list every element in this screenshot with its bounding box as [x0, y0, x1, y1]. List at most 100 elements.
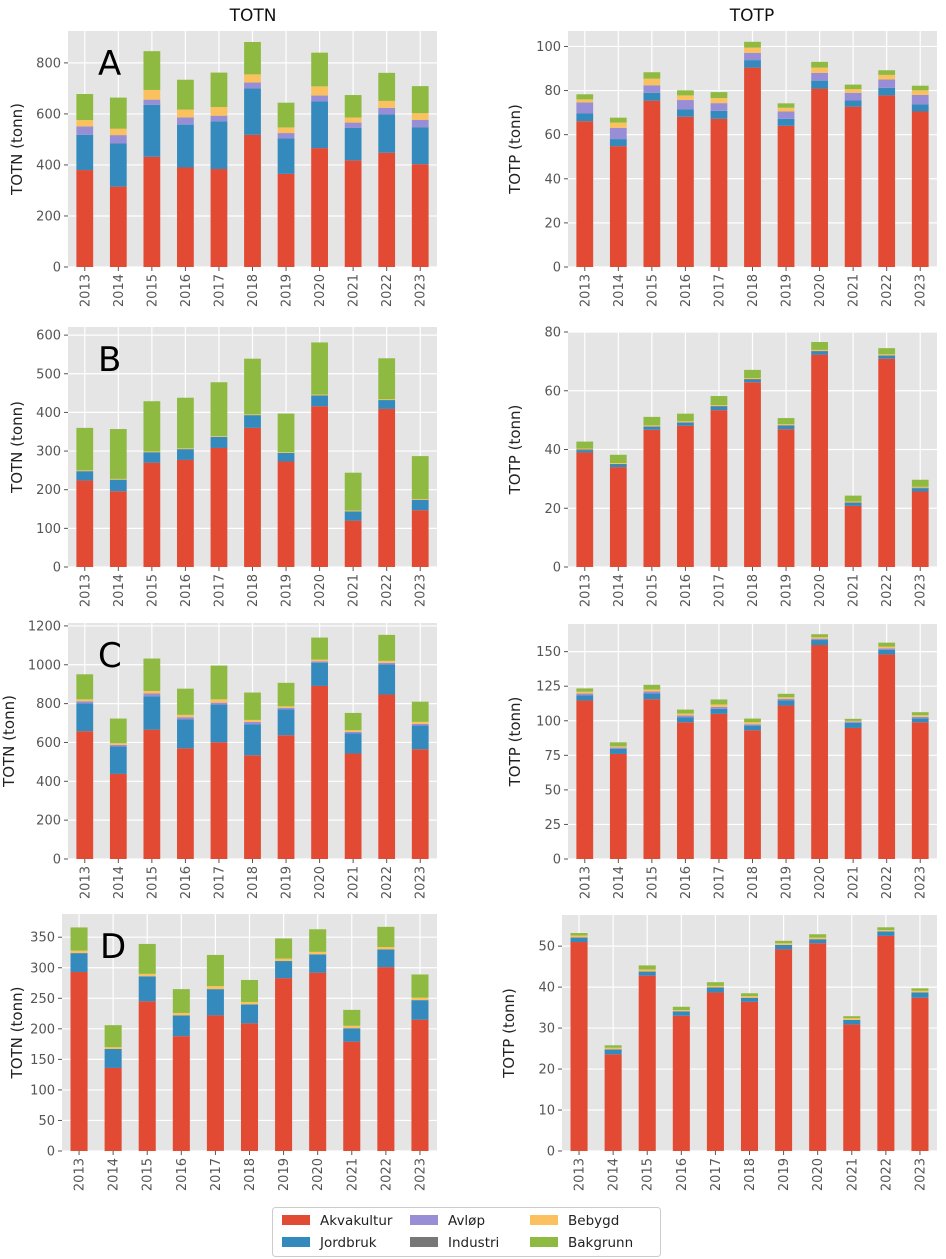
bar-bakgrunn-2017 [210, 665, 228, 700]
y-tick-label: 80 [544, 84, 561, 99]
bar-jordbruk-2023 [411, 499, 429, 511]
bar-akvakultur-2013 [576, 452, 594, 567]
y-tick-label: 600 [36, 329, 61, 344]
bar-bebygd-2015 [143, 89, 161, 100]
bar-bakgrunn-2015 [643, 684, 661, 690]
bar-avlop-2019 [277, 707, 295, 710]
bar-avlop-2018 [244, 721, 261, 725]
bar-jordbruk-2016 [672, 1011, 690, 1016]
y-tick-label: 0 [47, 1145, 55, 1160]
panel-3: 0 100 200 300 400 500 600 2013 2014 2015 2016 2017 2… [8, 327, 437, 607]
bar-bakgrunn-2018 [240, 979, 259, 1002]
bar-bebygd-2016 [677, 421, 694, 423]
bar-jordbruk-2023 [411, 1000, 429, 1020]
x-tick-label: 2020 [313, 866, 328, 899]
bar-bakgrunn-2014 [609, 117, 627, 123]
panel-8: 0 10 20 30 40 50 2013 2014 2015 2016 2017 2018 2019 2… [500, 915, 937, 1191]
bar-akvakultur-2014 [604, 1054, 622, 1151]
bar-jordbruk-2013 [76, 134, 94, 171]
bar-bebygd-2014 [109, 128, 127, 136]
bar-bebygd-2022 [878, 74, 896, 80]
bar-avlop-2018 [744, 724, 761, 726]
bar-akvakultur-2021 [344, 160, 362, 267]
bar-akvakultur-2021 [843, 1024, 861, 1151]
y-tick-label: 30 [538, 1022, 555, 1037]
bar-akvakultur-2023 [911, 997, 929, 1151]
bar-bebygd-2020 [811, 67, 828, 73]
bar-akvakultur-2018 [240, 1023, 259, 1151]
y-tick-label: 600 [36, 736, 61, 751]
bar-avlop-2016 [677, 715, 694, 718]
bar-bakgrunn-2013 [76, 427, 94, 471]
bar-akvakultur-2018 [744, 382, 761, 567]
bar-jordbruk-2013 [76, 471, 94, 481]
x-tick-label: 2021 [847, 866, 862, 899]
y-tick-label: 20 [544, 216, 561, 231]
bar-akvakultur-2021 [844, 727, 862, 859]
bar-avlop-2022 [878, 79, 896, 88]
x-tick-label: 2014 [112, 866, 127, 899]
y-tick-label: 1000 [28, 658, 61, 673]
legend-label: Avløp [448, 1213, 485, 1229]
bar-bakgrunn-2017 [710, 396, 728, 406]
bar-bebygd-2020 [311, 394, 328, 396]
y-tick-label: 125 [536, 680, 561, 695]
bar-jordbruk-2023 [911, 104, 929, 112]
bar-bebygd-2020 [811, 349, 828, 351]
bar-bebygd-2022 [378, 399, 396, 401]
bar-avlop-2021 [344, 122, 362, 128]
bar-akvakultur-2022 [877, 935, 895, 1151]
bar-bebygd-2023 [411, 997, 429, 1001]
bar-jordbruk-2013 [76, 703, 94, 732]
x-tick-label: 2014 [612, 574, 627, 607]
bar-akvakultur-2013 [570, 942, 588, 1151]
bar-bebygd-2015 [643, 78, 661, 86]
bar-bakgrunn-2015 [143, 51, 161, 90]
x-tick-label: 2018 [746, 574, 761, 607]
bar-akvakultur-2023 [411, 1019, 429, 1151]
x-tick-label: 2014 [107, 1158, 122, 1191]
bar-bebygd-2022 [877, 930, 895, 932]
bar-bakgrunn-2023 [411, 456, 429, 499]
bar-akvakultur-2016 [677, 116, 694, 268]
bar-jordbruk-2017 [710, 708, 728, 714]
bar-industri-2018 [744, 379, 761, 380]
bar-jordbruk-2014 [609, 139, 627, 147]
bar-bakgrunn-2017 [706, 982, 724, 986]
bar-bebygd-2020 [309, 951, 327, 955]
x-tick-label: 2020 [313, 574, 328, 607]
bar-jordbruk-2017 [210, 436, 228, 448]
bar-jordbruk-2022 [878, 355, 896, 359]
x-tick-label: 2016 [179, 574, 194, 607]
bar-akvakultur-2020 [811, 88, 828, 268]
bar-bakgrunn-2015 [143, 401, 161, 452]
bar-bebygd-2015 [143, 451, 161, 453]
bar-akvakultur-2022 [378, 694, 396, 859]
bar-avlop-2019 [777, 698, 795, 701]
bar-avlop-2022 [878, 648, 896, 650]
y-tick-label: 0 [553, 853, 561, 868]
bar-akvakultur-2022 [878, 358, 896, 567]
bar-jordbruk-2020 [309, 954, 327, 973]
bar-avlop-2017 [210, 115, 228, 122]
bar-bakgrunn-2021 [844, 718, 862, 721]
bar-akvakultur-2018 [744, 730, 761, 859]
bar-akvakultur-2014 [104, 1067, 122, 1151]
bar-jordbruk-2022 [878, 87, 896, 96]
bar-bakgrunn-2022 [378, 72, 396, 101]
bar-avlop-2016 [177, 717, 194, 720]
bar-bakgrunn-2019 [275, 938, 293, 959]
panel-4: 0 20 40 60 80 2013 2014 2015 2016 2017 2018 2019 202… [506, 326, 937, 607]
bar-jordbruk-2017 [210, 704, 228, 743]
bar-bebygd-2018 [740, 996, 759, 998]
legend-swatch [282, 1215, 310, 1225]
bar-akvakultur-2022 [378, 152, 396, 267]
panel-1: 0 200 400 600 800 2013 2014 2015 2016 2017 2018 201… [8, 31, 437, 307]
bar-bebygd-2019 [277, 452, 295, 453]
bar-jordbruk-2017 [710, 110, 728, 119]
x-tick-label: 2013 [73, 1158, 88, 1191]
x-tick-label: 2021 [345, 1158, 360, 1191]
bar-bebygd-2017 [710, 98, 728, 104]
bar-bebygd-2021 [843, 1018, 861, 1020]
bar-avlop-2017 [210, 702, 228, 705]
